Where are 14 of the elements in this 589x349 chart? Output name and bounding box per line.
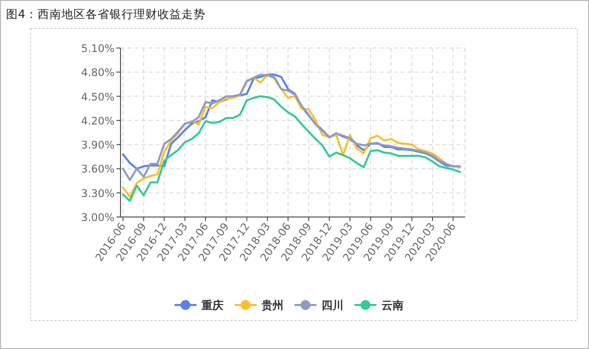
- y-tick-label: 3.60%: [81, 164, 115, 176]
- y-tick-label: 4.50%: [81, 91, 115, 104]
- y-tick-label: 5.10%: [81, 43, 115, 55]
- chart-title: 图4：西南地区各省银行理财收益走势: [6, 7, 206, 21]
- y-tick-label: 3.30%: [81, 188, 115, 200]
- line-series: [122, 95, 461, 202]
- legend-label: 重庆: [200, 299, 224, 312]
- y-tick-label: 3.00%: [81, 212, 115, 224]
- y-tick-label: 3.90%: [81, 140, 115, 152]
- y-tick-label: 4.80%: [81, 67, 115, 80]
- y-tick-label: 4.20%: [81, 115, 115, 128]
- legend-label: 云南: [382, 299, 404, 312]
- legend-label: 四川: [322, 299, 344, 312]
- legend-label: 贵州: [260, 299, 284, 312]
